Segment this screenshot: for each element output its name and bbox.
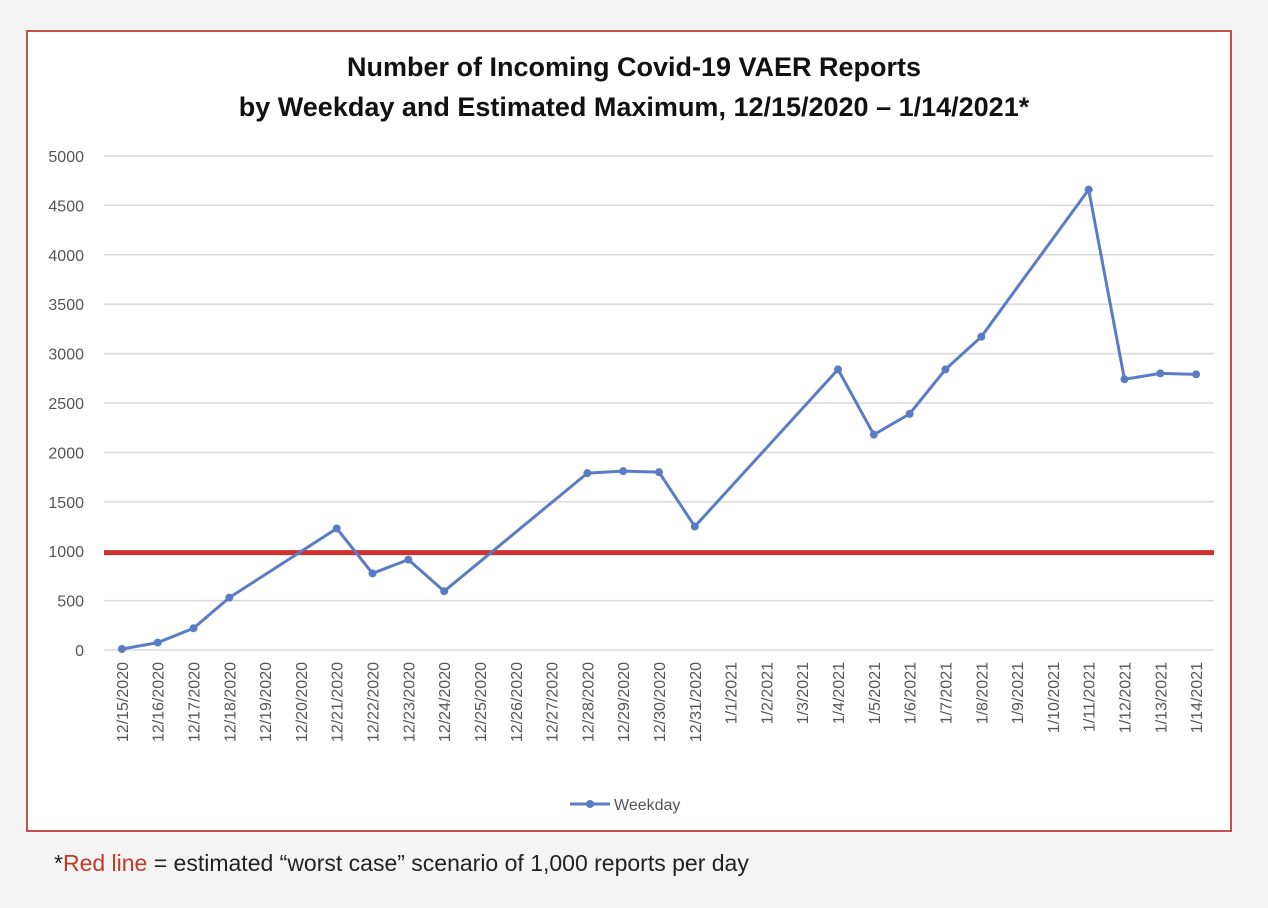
x-tick-label: 12/27/2020 — [545, 662, 562, 742]
chart-title-line-1: Number of Incoming Covid-19 VAER Reports — [346, 52, 922, 82]
footnote-red-line-label: Red line — [62, 850, 148, 876]
data-point — [869, 430, 878, 439]
x-tick-label: 12/19/2020 — [258, 662, 275, 742]
y-tick-label: 4000 — [48, 248, 84, 265]
data-point — [583, 469, 592, 478]
data-point — [1120, 375, 1129, 384]
data-point — [368, 569, 377, 578]
x-tick-label: 1/6/2021 — [903, 662, 920, 724]
x-tick-label: 1/8/2021 — [974, 662, 991, 724]
data-point — [189, 624, 198, 633]
y-tick-label: 0 — [75, 643, 84, 660]
x-tick-label: 1/7/2021 — [938, 662, 955, 724]
x-tick-label: 1/13/2021 — [1153, 662, 1170, 733]
x-tick-label: 1/14/2021 — [1189, 662, 1206, 733]
x-tick-label: 1/9/2021 — [1010, 662, 1027, 724]
chart-frame — [26, 30, 1232, 832]
x-tick-label: 12/21/2020 — [330, 662, 347, 742]
y-tick-label: 2000 — [48, 445, 84, 462]
data-point — [655, 468, 663, 477]
y-tick-label: 4500 — [48, 198, 84, 215]
x-tick-label: 1/4/2021 — [831, 662, 848, 724]
x-tick-label: 12/20/2020 — [294, 662, 311, 742]
data-point — [332, 524, 341, 533]
x-tick-label: 12/30/2020 — [652, 662, 669, 742]
y-tick-label: 3000 — [48, 347, 84, 364]
data-point — [1156, 369, 1165, 378]
x-tick-label: 12/31/2020 — [688, 662, 705, 742]
y-tick-label: 500 — [57, 594, 84, 611]
x-tick-label: 12/22/2020 — [366, 662, 383, 742]
x-tick-label: 12/17/2020 — [187, 662, 204, 742]
footnote: *Red line = estimated “worst case” scena… — [54, 850, 749, 877]
data-point — [404, 555, 413, 564]
data-point — [153, 638, 162, 647]
x-tick-label: 1/12/2021 — [1117, 662, 1134, 733]
x-tick-label: 1/10/2021 — [1046, 662, 1063, 733]
x-tick-label: 1/5/2021 — [867, 662, 884, 724]
data-point — [905, 409, 914, 418]
x-tick-label: 12/15/2020 — [115, 662, 132, 742]
x-tick-label: 12/28/2020 — [580, 662, 597, 742]
y-tick-label: 5000 — [48, 149, 84, 166]
y-tick-label: 2500 — [48, 396, 84, 413]
y-tick-label: 1500 — [48, 495, 84, 512]
legend-marker-icon — [586, 800, 594, 808]
y-tick-label: 1000 — [48, 544, 84, 561]
x-tick-label: 12/16/2020 — [151, 662, 168, 742]
data-point — [834, 365, 843, 374]
legend-label: Weekday — [614, 797, 680, 814]
footnote-star: * — [54, 850, 63, 876]
chart-title-line-2: by Weekday and Estimated Maximum, 12/15/… — [238, 92, 1030, 122]
x-tick-label: 1/1/2021 — [724, 662, 741, 724]
x-tick-label: 1/11/2021 — [1082, 662, 1099, 732]
x-tick-label: 12/29/2020 — [616, 662, 633, 742]
footnote-text: = estimated “worst case” scenario of 1,0… — [147, 850, 749, 876]
x-tick-label: 12/26/2020 — [509, 662, 526, 742]
x-tick-label: 12/18/2020 — [222, 662, 239, 742]
data-point — [941, 365, 950, 374]
x-tick-label: 12/24/2020 — [437, 662, 454, 742]
data-point — [1084, 185, 1093, 194]
data-point — [1192, 370, 1201, 379]
x-tick-label: 1/3/2021 — [795, 662, 812, 724]
data-point — [440, 587, 449, 596]
x-tick-label: 12/23/2020 — [401, 662, 418, 742]
data-point — [117, 645, 126, 654]
x-tick-label: 12/25/2020 — [473, 662, 490, 742]
data-point — [225, 593, 234, 602]
y-tick-label: 3500 — [48, 297, 84, 314]
series-line-weekday — [121, 188, 1197, 651]
data-point — [690, 522, 699, 531]
data-point — [619, 467, 628, 476]
x-tick-label: 1/2/2021 — [759, 662, 776, 724]
data-point — [977, 332, 986, 341]
